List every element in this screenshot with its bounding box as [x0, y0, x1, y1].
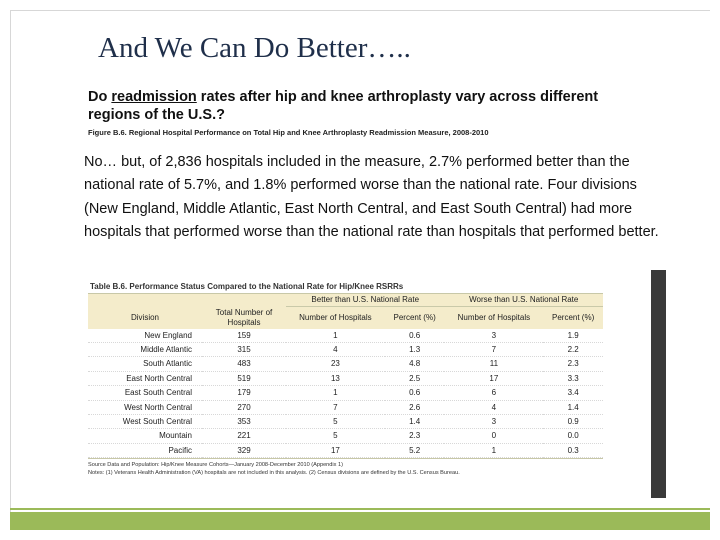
cell-total: 519 [202, 371, 286, 387]
cell-division: New England [88, 328, 202, 343]
group-header-worse: Worse than U.S. National Rate [444, 294, 603, 307]
cell-num-worse: 6 [444, 385, 544, 401]
col-header-pct-better: Percent (%) [384, 306, 445, 329]
cell-division: Mountain [88, 428, 202, 444]
cell-num-better: 1 [286, 328, 385, 343]
cell-division: East North Central [88, 371, 202, 387]
cell-division: South Atlantic [88, 356, 202, 372]
col-header-num-better: Number of Hospitals [286, 306, 385, 329]
cell-num-worse: 7 [444, 342, 544, 358]
cell-total: 270 [202, 400, 286, 415]
cell-pct-worse: 3.3 [543, 371, 603, 387]
cell-pct-worse: 1.9 [543, 328, 603, 343]
cell-division: Middle Atlantic [88, 342, 202, 358]
side-dark-bar [651, 270, 666, 498]
question-pre: Do [88, 89, 112, 105]
table-notes: Source Data and Population: Hip/Knee Mea… [88, 458, 603, 477]
footer-accent-line [10, 508, 710, 510]
cell-pct-better: 2.5 [384, 371, 445, 387]
cell-pct-better: 2.3 [384, 428, 445, 444]
table-caption: Table B.6. Performance Status Compared t… [90, 282, 404, 291]
group-header-better: Better than U.S. National Rate [286, 294, 445, 307]
table-note: Notes: (1) Veterans Health Administratio… [88, 469, 460, 476]
cell-pct-worse: 0.3 [543, 443, 603, 459]
cell-pct-better: 4.8 [384, 356, 445, 372]
cell-num-worse: 4 [444, 400, 544, 415]
cell-pct-worse: 0.0 [543, 428, 603, 444]
figure-caption: Figure B.6. Regional Hospital Performanc… [88, 128, 489, 137]
question-link-word: readmission [111, 89, 197, 105]
footer-accent-bar [10, 512, 710, 530]
cell-num-worse: 0 [444, 428, 544, 444]
cell-pct-better: 0.6 [384, 328, 445, 343]
question-heading: Do readmission rates after hip and knee … [88, 88, 608, 124]
cell-num-better: 4 [286, 342, 385, 358]
table-row: Mountain 221 5 2.3 0 0.0 [88, 428, 603, 444]
cell-num-better: 5 [286, 414, 385, 430]
table-row: South Atlantic 483 23 4.8 11 2.3 [88, 356, 603, 372]
cell-total: 353 [202, 414, 286, 430]
cell-num-better: 17 [286, 443, 385, 459]
slide-title: And We Can Do Better….. [98, 32, 411, 64]
col-header-total: Total Number of Hospitals [202, 306, 286, 329]
cell-pct-better: 1.4 [384, 414, 445, 430]
cell-num-worse: 3 [444, 414, 544, 430]
table-row: New England 159 1 0.6 3 1.9 [88, 328, 603, 343]
cell-num-better: 1 [286, 385, 385, 401]
table-row: Middle Atlantic 315 4 1.3 7 2.2 [88, 342, 603, 358]
text-overlay-box [82, 145, 662, 262]
slide-border-left [10, 10, 11, 530]
cell-pct-worse: 2.3 [543, 356, 603, 372]
cell-pct-worse: 0.9 [543, 414, 603, 430]
cell-num-better: 5 [286, 428, 385, 444]
table-row: East North Central 519 13 2.5 17 3.3 [88, 371, 603, 387]
cell-pct-worse: 2.2 [543, 342, 603, 358]
cell-pct-better: 5.2 [384, 443, 445, 459]
cell-pct-better: 2.6 [384, 400, 445, 415]
performance-table: Better than U.S. National Rate Worse tha… [88, 293, 603, 459]
table-row: West North Central 270 7 2.6 4 1.4 [88, 400, 603, 415]
body-text: No… but, of 2,836 hospitals included in … [84, 154, 659, 240]
table-row: East South Central 179 1 0.6 6 3.4 [88, 385, 603, 401]
col-header-pct-worse: Percent (%) [543, 306, 603, 329]
cell-pct-worse: 1.4 [543, 400, 603, 415]
cell-total: 159 [202, 328, 286, 343]
cell-total: 483 [202, 356, 286, 372]
cell-pct-better: 1.3 [384, 342, 445, 358]
cell-total: 179 [202, 385, 286, 401]
cell-total: 315 [202, 342, 286, 358]
table-row: Pacific 329 17 5.2 1 0.3 [88, 443, 603, 459]
cell-num-better: 23 [286, 356, 385, 372]
cell-total: 221 [202, 428, 286, 444]
cell-num-worse: 11 [444, 356, 544, 372]
slide-border-top [10, 10, 710, 11]
cell-division: Pacific [88, 443, 202, 459]
cell-pct-better: 0.6 [384, 385, 445, 401]
cell-num-better: 7 [286, 400, 385, 415]
table-source: Source Data and Population: Hip/Knee Mea… [88, 462, 343, 468]
cell-total: 329 [202, 443, 286, 459]
table-row: West South Central 353 5 1.4 3 0.9 [88, 414, 603, 430]
cell-num-worse: 1 [444, 443, 544, 459]
cell-pct-worse: 3.4 [543, 385, 603, 401]
cell-division: West South Central [88, 414, 202, 430]
cell-num-worse: 3 [444, 328, 544, 343]
cell-num-worse: 17 [444, 371, 544, 387]
cell-division: West North Central [88, 400, 202, 415]
col-header-division: Division [88, 306, 202, 329]
question-post: rates after hip and knee arthroplasty va… [88, 89, 599, 123]
col-header-num-worse: Number of Hospitals [444, 306, 544, 329]
cell-division: East South Central [88, 385, 202, 401]
cell-num-better: 13 [286, 371, 385, 387]
